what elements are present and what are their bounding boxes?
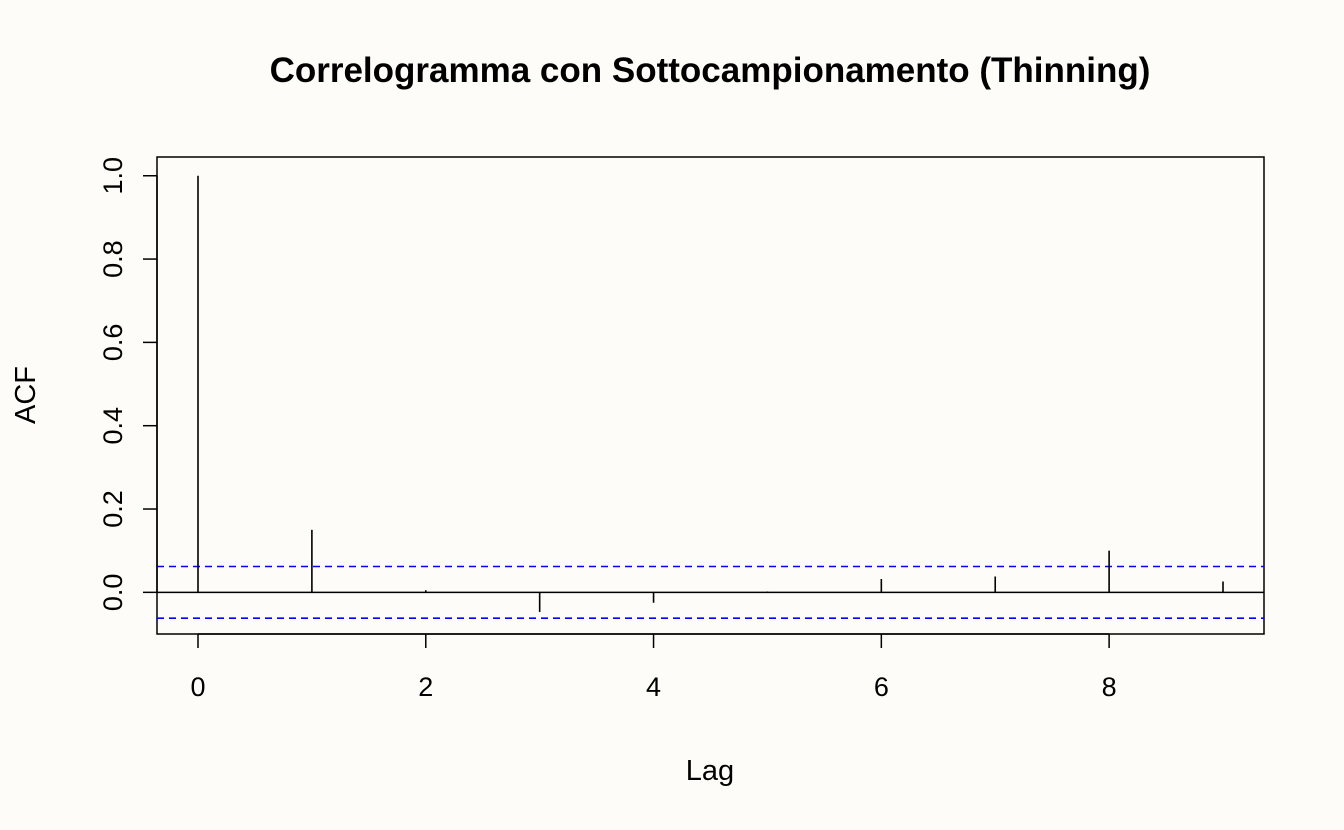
y-tick-label: 0.0 bbox=[98, 574, 128, 612]
y-tick-label: 0.8 bbox=[98, 240, 128, 278]
y-tick-label: 0.6 bbox=[98, 324, 128, 362]
y-tick-label: 1.0 bbox=[98, 157, 128, 195]
x-tick-label: 8 bbox=[1102, 672, 1117, 702]
y-axis-label: ACF bbox=[10, 366, 42, 424]
plot-area: 0 2 4 6 8 0.0 0.2 0.4 0.6 0.8 1.0 bbox=[98, 156, 1265, 702]
x-tick-label: 2 bbox=[418, 672, 433, 702]
y-tick-label: 0.2 bbox=[98, 490, 128, 528]
x-tick-label: 6 bbox=[874, 672, 889, 702]
chart-title: Correlogramma con Sottocampionamento (Th… bbox=[270, 51, 1151, 90]
x-axis-label: Lag bbox=[686, 755, 734, 787]
y-tick-label: 0.4 bbox=[98, 407, 128, 445]
x-tick-label: 4 bbox=[646, 672, 661, 702]
x-tick-label: 0 bbox=[190, 672, 205, 702]
plot-frame bbox=[156, 156, 1265, 635]
